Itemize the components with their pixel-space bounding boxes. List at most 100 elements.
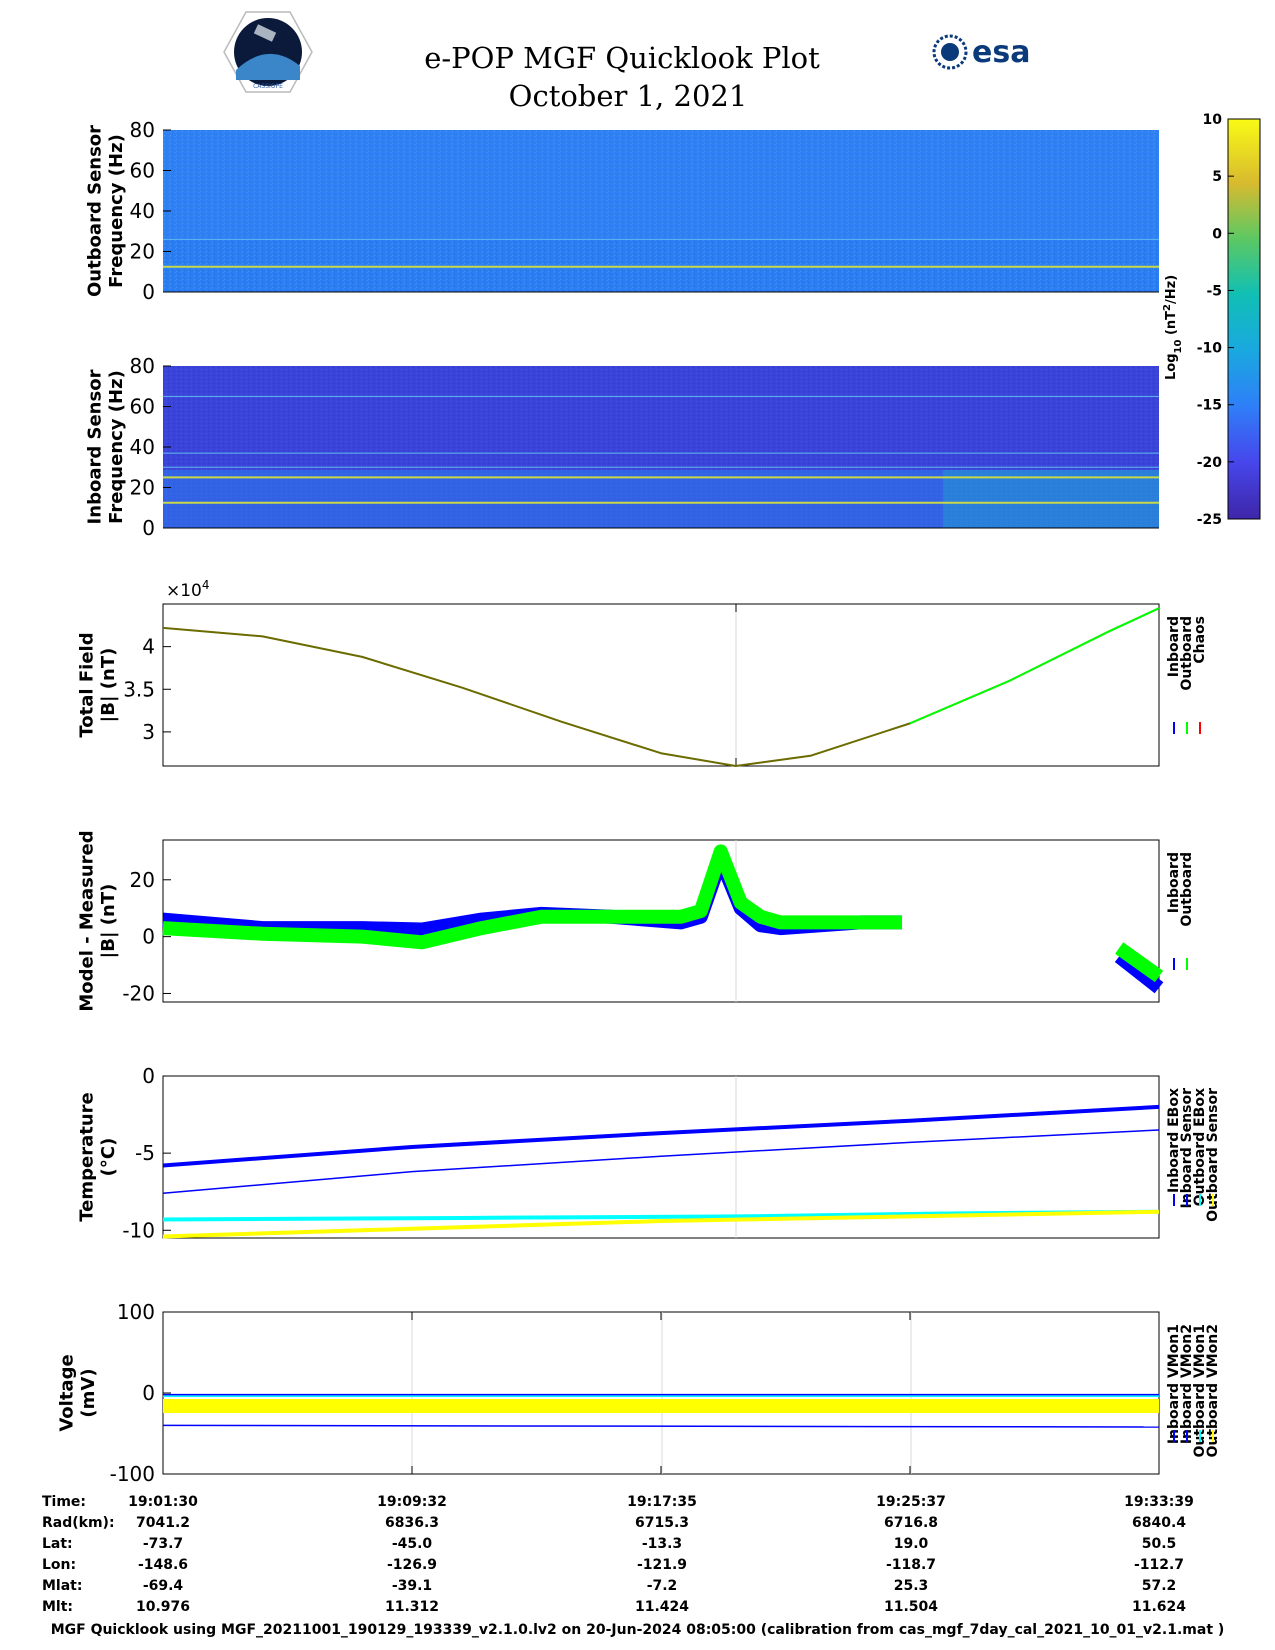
ephemeris-value: -45.0 — [391, 1536, 433, 1552]
ytick-label: 20 — [130, 476, 155, 500]
colorbar-tick-label: -10 — [1197, 341, 1223, 357]
ephemeris-value: -148.6 — [137, 1557, 189, 1573]
inboard-spectrogram-ylabel: Inboard SensorFrequency (Hz) — [84, 369, 127, 524]
ephemeris-value: 11.624 — [1131, 1599, 1187, 1615]
ephemeris-row-label: Time: — [42, 1494, 87, 1510]
ylabel-line: (°C) — [98, 1138, 119, 1177]
ephemeris-value: -118.7 — [885, 1557, 937, 1573]
ephemeris-row-label: Rad(km): — [42, 1515, 115, 1531]
series-line — [162, 844, 903, 950]
ephemeris-value: 11.504 — [883, 1599, 939, 1615]
legend-label: Inboard EBox — [1166, 1088, 1182, 1193]
ylabel-line: |B| (nT) — [98, 884, 119, 959]
ytick-label: -20 — [122, 981, 155, 1005]
legend-label: Outboard — [1179, 852, 1195, 927]
cassiope-logo-text: CASSIOPE — [253, 83, 283, 90]
outboard-overlay-line — [909, 607, 1160, 725]
ylabel-line: Frequency (Hz) — [106, 134, 127, 288]
ylabel-line: Total Field — [76, 632, 97, 737]
ylabel-line: Model - Measured — [76, 830, 97, 1011]
ylabel-line: Frequency (Hz) — [106, 370, 127, 524]
colorbar-gradient — [1227, 118, 1261, 520]
ytick-label: 20 — [130, 240, 155, 264]
ytick-label: 40 — [130, 199, 155, 223]
ephemeris-value: -126.9 — [386, 1557, 438, 1573]
series-line — [1114, 951, 1164, 994]
ytick-label: -5 — [135, 1141, 155, 1165]
colorbar-tick-label: -20 — [1197, 455, 1223, 471]
legend-label: Outboard — [1179, 616, 1195, 691]
ephemeris-row-label: Mlt: — [42, 1599, 74, 1615]
cassiope-logo: CASSIOPE — [223, 11, 313, 93]
ytick-label: 60 — [130, 159, 155, 183]
ylabel-line: Temperature — [76, 1092, 97, 1221]
ephemeris-value: 6836.3 — [384, 1515, 440, 1531]
colorbar: 10 5 0 -5 -10 -15 -20 -25 Log10 (nT2/Hz) — [1162, 112, 1261, 528]
colorbar-tick-label: 10 — [1203, 112, 1223, 128]
ytick-label: -10 — [122, 1218, 155, 1242]
ephemeris-value: -7.2 — [646, 1578, 678, 1594]
ephemeris-row-label: Lat: — [42, 1536, 73, 1552]
model-measured-ylabel: Model - Measured|B| (nT) — [76, 830, 119, 1011]
panel-total-field: 43.53 Total Field|B| (nT) ×104 InboardOu… — [76, 578, 1208, 767]
ephemeris-value: 19.0 — [893, 1536, 929, 1552]
ephemeris-value: -73.7 — [142, 1536, 184, 1552]
legend-label: Inboard — [1166, 852, 1182, 913]
ephemeris-value: 19:25:37 — [876, 1494, 946, 1510]
colorbar-tick-label: -25 — [1197, 512, 1222, 528]
legend-label: Chaos — [1192, 616, 1208, 664]
panel-inboard-spectrogram: 80 60 40 20 0 Inboard SensorFrequency (Hz) — [84, 354, 1159, 540]
ephemeris-value: -13.3 — [641, 1536, 683, 1552]
panel-temperature: 0 -5 -10 Temperature(°C) Inboard EBoxInboa… — [76, 1064, 1221, 1242]
ytick-label: 0 — [142, 516, 155, 540]
ytick-label: 0 — [142, 280, 155, 304]
esa-logo: esa — [932, 34, 1030, 70]
voltage-ylabel: Voltage(mV) — [56, 1354, 99, 1431]
ephemeris-value: 19:01:30 — [128, 1494, 198, 1510]
ephemeris-value: 11.424 — [634, 1599, 690, 1615]
series-line — [162, 1129, 1160, 1195]
panel-model-measured: 20 0 -20 Model - Measured|B| (nT) InboardO… — [76, 830, 1195, 1011]
ephemeris-value: 19:17:35 — [627, 1494, 697, 1510]
legend-label: Outboard Sensor — [1205, 1088, 1221, 1222]
legend-label: Inboard — [1166, 616, 1182, 677]
ephemeris-value: 25.3 — [893, 1578, 929, 1594]
total-field-exponent: ×104 — [166, 578, 210, 601]
colorbar-tick-label: -5 — [1206, 283, 1222, 299]
ylabel-line: |B| (nT) — [98, 648, 119, 723]
ephemeris-value: -39.1 — [391, 1578, 433, 1594]
ephemeris-value: -69.4 — [142, 1578, 184, 1594]
ytick-label: 0 — [142, 925, 155, 949]
ephemeris-row-label: Lon: — [42, 1557, 77, 1573]
voltage-yticks: 100 0 -100 — [110, 1300, 171, 1486]
ylabel-line: (mV) — [78, 1368, 99, 1417]
series-line — [1115, 942, 1164, 983]
legend-label: Inboard VMon1 — [1166, 1324, 1182, 1444]
panel-voltage: 100 0 -100 Voltage(mV) Inboard VMon1Inboar… — [56, 1300, 1221, 1486]
colorbar-tick-label: -15 — [1197, 398, 1222, 414]
ytick-label: 100 — [117, 1300, 155, 1324]
ephemeris-row-label: Mlat: — [42, 1578, 83, 1594]
series-line — [162, 1424, 1160, 1428]
legend-label: Inboard Sensor — [1179, 1088, 1195, 1209]
ephemeris-value: 6715.3 — [634, 1515, 690, 1531]
total-field-yticks: 43.53 — [123, 635, 171, 744]
ephemeris-value: 19:33:39 — [1124, 1494, 1194, 1510]
ephemeris-value: -121.9 — [636, 1557, 688, 1573]
temperature-yticks: 0 -5 -10 — [122, 1064, 171, 1242]
total-field-ylabel: Total Field|B| (nT) — [76, 632, 119, 737]
ephemeris-value: 19:09:32 — [377, 1494, 447, 1510]
colorbar-tick-label: 5 — [1212, 169, 1222, 185]
model-measured-yticks: 20 0 -20 — [122, 868, 171, 1005]
legend-label: Inboard VMon2 — [1179, 1324, 1195, 1444]
ytick-label: 40 — [130, 435, 155, 459]
ephemeris-value: 7041.2 — [135, 1515, 191, 1531]
ephemeris-value: 11.312 — [384, 1599, 440, 1615]
esa-logo-text: esa — [972, 35, 1030, 70]
colorbar-tick-label: 0 — [1212, 226, 1222, 242]
ytick-label: -100 — [110, 1462, 155, 1486]
